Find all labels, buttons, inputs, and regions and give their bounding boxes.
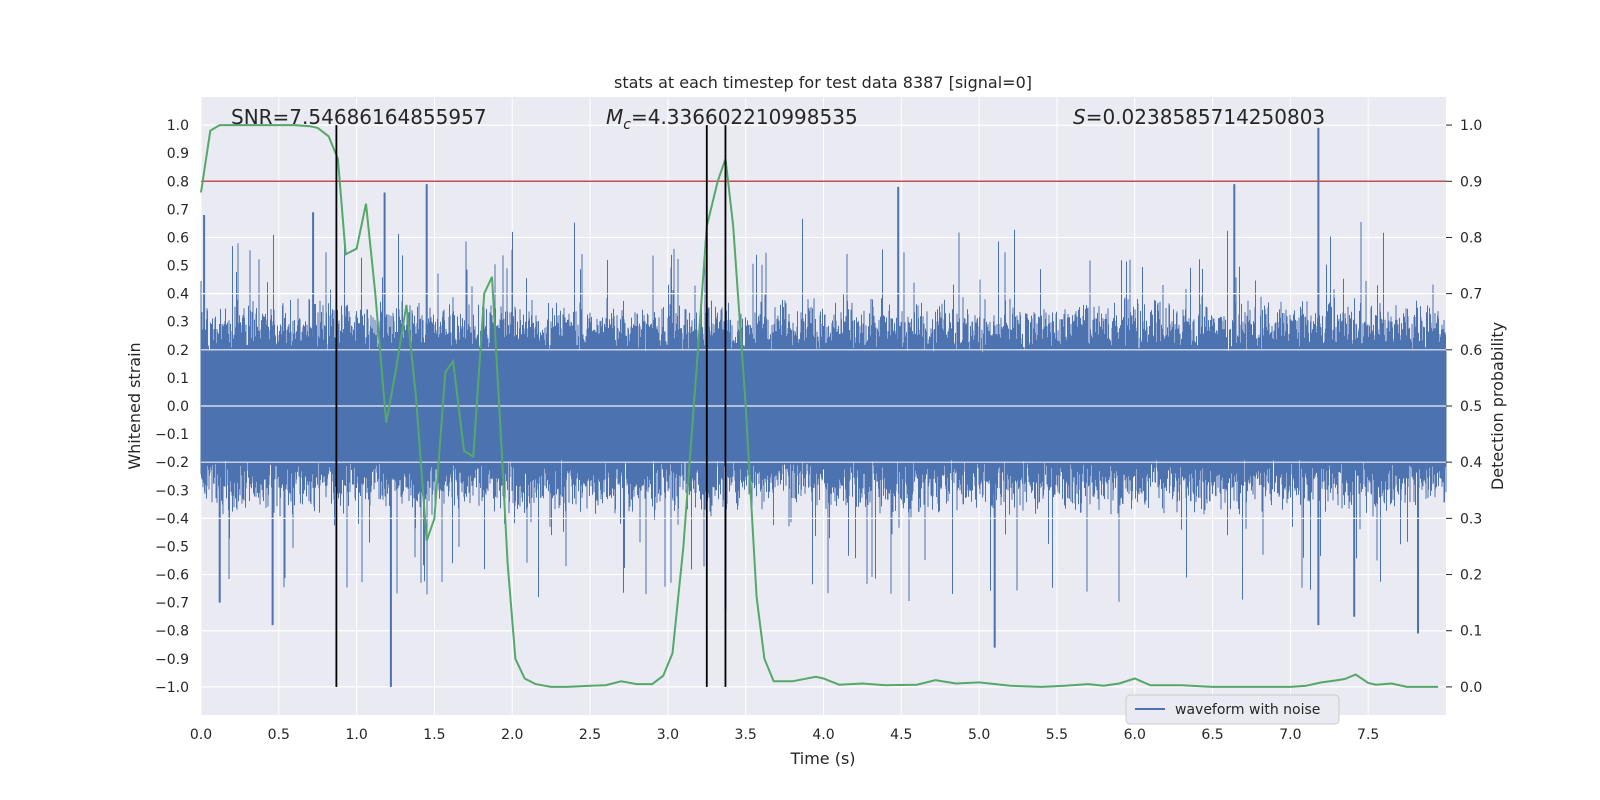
statistic-annotation: S=0.0238585714250803	[1073, 105, 1325, 129]
x-tick-label: 3.0	[657, 727, 679, 743]
y-left-tick-label: 0.4	[167, 287, 189, 303]
mc-symbol: M	[606, 105, 623, 129]
y-axis-label-right: Detection probability	[1488, 322, 1507, 490]
x-tick-label: 1.0	[345, 727, 367, 743]
y-left-tick-label: 0.7	[167, 202, 189, 218]
x-tick-label: 2.5	[579, 727, 601, 743]
y-right-tick-label: 0.7	[1460, 287, 1482, 303]
x-tick-label: 4.5	[890, 727, 912, 743]
y-left-tick-label: −0.7	[155, 596, 189, 612]
y-right-tick-label: 0.5	[1460, 399, 1482, 415]
y-right-tick-label: 0.4	[1460, 455, 1482, 471]
right-axis: 1.0 0.9 0.8 0.7 0.6 0.5 0.4 0.3 0.2 0.1 0.0	[1446, 118, 1482, 696]
x-tick-label: 5.5	[1046, 727, 1068, 743]
y-left-tick-label: 0.9	[167, 146, 189, 162]
y-left-tick-label: −0.3	[155, 483, 189, 499]
y-left-tick-label: −0.5	[155, 539, 189, 555]
snr-annotation: SNR=7.54686164855957	[231, 105, 487, 129]
x-axis: 0.0 0.5 1.0 1.5 2.0 2.5 3.0 3.5 4.0 4.5 5.0 5.5 6.0 6…	[190, 727, 1379, 743]
y-left-tick-label: −0.6	[155, 568, 189, 584]
x-tick-label: 7.0	[1279, 727, 1301, 743]
legend: waveform with noise	[1125, 694, 1340, 725]
x-tick-label: 2.0	[501, 727, 523, 743]
y-right-tick-label: 0.1	[1460, 624, 1482, 640]
x-tick-label: 5.0	[968, 727, 990, 743]
y-left-tick-label: 0.0	[167, 399, 189, 415]
y-axis-label-left: Whitened strain	[125, 342, 144, 469]
y-right-tick-label: 0.8	[1460, 230, 1482, 246]
legend-box	[1125, 694, 1340, 725]
y-left-tick-label: 0.3	[167, 315, 189, 331]
x-tick-label: 6.5	[1201, 727, 1223, 743]
x-tick-label: 6.0	[1124, 727, 1146, 743]
x-tick-label: 0.0	[190, 727, 212, 743]
x-tick-label: 4.0	[812, 727, 834, 743]
y-right-tick-label: 0.2	[1460, 568, 1482, 584]
left-axis: 1.0 0.9 0.8 0.7 0.6 0.5 0.4 0.3 0.2 0.1 0.0 −0.1 −0.…	[155, 118, 189, 696]
y-left-tick-label: −0.2	[155, 455, 189, 471]
y-left-tick-label: −0.8	[155, 624, 189, 640]
y-left-tick-label: 0.6	[167, 230, 189, 246]
y-left-tick-label: 0.2	[167, 343, 189, 359]
y-left-tick-label: 0.8	[167, 174, 189, 190]
s-symbol: S	[1073, 105, 1086, 129]
probability-line	[200, 124, 1439, 688]
y-right-tick-label: 0.9	[1460, 174, 1482, 190]
y-left-tick-label: −0.9	[155, 652, 189, 668]
y-left-tick-label: 1.0	[167, 118, 189, 134]
overlays	[200, 124, 1446, 688]
y-right-tick-label: 0.6	[1460, 343, 1482, 359]
x-axis-label: Time (s)	[789, 749, 855, 768]
y-right-tick-label: 0.3	[1460, 511, 1482, 527]
y-right-tick-label: 0.0	[1460, 680, 1482, 696]
x-tick-label: 1.5	[423, 727, 445, 743]
y-left-tick-label: −0.1	[155, 427, 189, 443]
y-left-tick-label: −1.0	[155, 680, 189, 696]
s-value: =0.0238585714250803	[1086, 105, 1325, 129]
x-tick-label: 3.5	[735, 727, 757, 743]
legend-text-waveform: waveform with noise	[1175, 702, 1320, 718]
chart-title: stats at each timestep for test data 838…	[614, 73, 1032, 92]
mc-subscript: c	[623, 117, 631, 133]
y-left-tick-label: −0.4	[155, 511, 189, 527]
x-tick-label: 7.5	[1357, 727, 1379, 743]
chirp-mass-annotation: Mc=4.336602210998535	[606, 105, 858, 133]
mc-value: =4.336602210998535	[631, 105, 858, 129]
y-left-tick-label: 0.1	[167, 371, 189, 387]
x-tick-label: 0.5	[268, 727, 290, 743]
y-left-tick-label: 0.5	[167, 259, 189, 275]
y-right-tick-label: 1.0	[1460, 118, 1482, 134]
